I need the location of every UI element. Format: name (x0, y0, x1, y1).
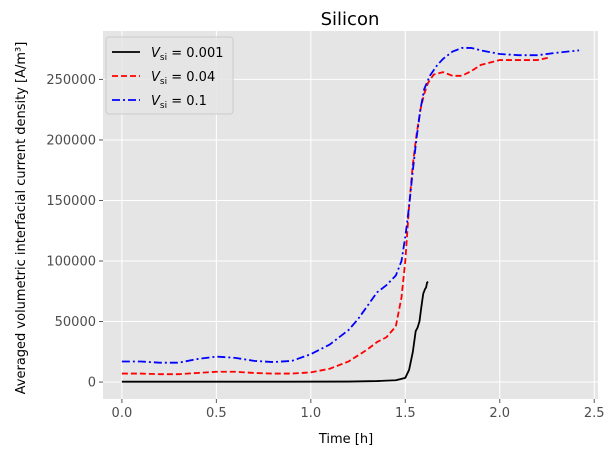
legend-label-2: Vsi = 0.04 (151, 70, 215, 87)
chart-title: Silicon (321, 9, 380, 30)
x-axis-label: Time [h] (318, 432, 373, 447)
x-tick-label: 0.0 (112, 406, 133, 421)
legend-box (105, 36, 234, 115)
y-tick-label: 250000 (46, 73, 96, 88)
x-tick-label: 1.5 (395, 406, 416, 421)
series-line-1 (121, 281, 429, 383)
y-tick-label: 150000 (46, 194, 96, 209)
x-axis-ticks: 0.0 0.5 1.0 1.5 2.0 2.5 (112, 399, 605, 421)
grid (103, 31, 598, 399)
x-tick-label: 2.5 (584, 406, 605, 421)
y-tick-label: 50000 (55, 315, 96, 330)
x-tick-label: 2.0 (489, 406, 510, 421)
y-tick-label: 200000 (46, 133, 96, 148)
y-tick-label: 0 (88, 376, 96, 391)
series-line-2 (121, 56, 550, 376)
y-tick-label: 100000 (46, 255, 96, 270)
legend-label-3: Vsi = 0.1 (151, 94, 207, 111)
x-tick-label: 0.5 (206, 406, 227, 421)
legend: Vsi = 0.001 Vsi = 0.04 Vsi = 0.1 (105, 36, 234, 115)
series-lines (121, 47, 580, 383)
legend-label-1: Vsi = 0.001 (151, 46, 223, 63)
y-axis-ticks: 0 50000 100000 150000 200000 250000 (46, 73, 103, 391)
series-line-3 (121, 47, 580, 364)
x-tick-label: 1.0 (300, 406, 321, 421)
y-axis-label: Averaged volumetric interfacial current … (14, 42, 29, 395)
